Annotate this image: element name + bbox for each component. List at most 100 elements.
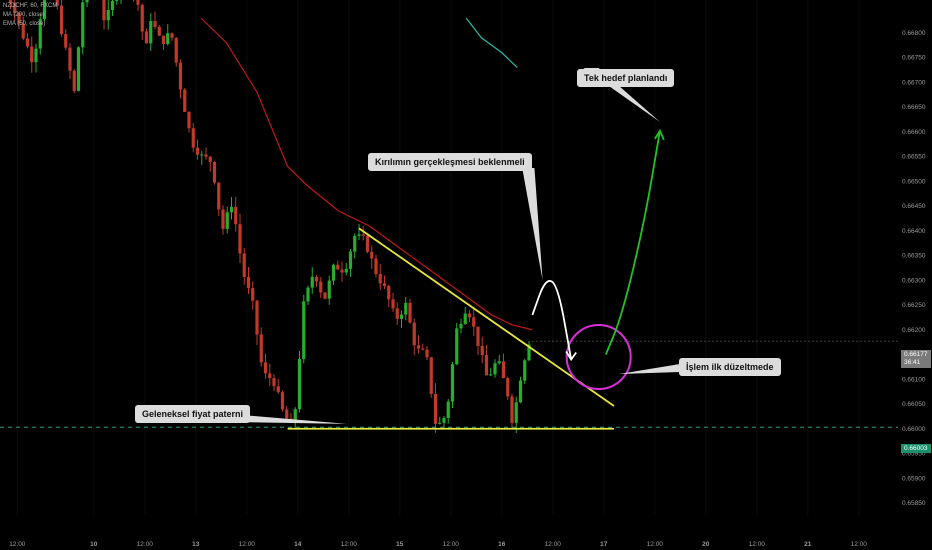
bear-candle bbox=[323, 292, 327, 299]
y-tick-label: 0.66200 bbox=[902, 327, 926, 334]
ma200-line bbox=[200, 17, 533, 331]
bear-candle bbox=[412, 322, 416, 346]
callout-pointer-breakout bbox=[522, 168, 543, 281]
bear-candle bbox=[144, 31, 149, 44]
bear-candle bbox=[238, 224, 242, 254]
candlestick-series bbox=[8, 0, 531, 434]
y-tick-label: 0.65950 bbox=[902, 451, 926, 458]
bear-candle bbox=[433, 393, 438, 424]
annotation-correction: İşlem ilk düzeltmede bbox=[679, 358, 781, 376]
x-tick-label: 15 bbox=[396, 541, 404, 548]
bull-candle bbox=[489, 374, 493, 376]
bull-candle bbox=[302, 301, 306, 359]
bull-candle bbox=[106, 9, 110, 21]
bull-candle bbox=[85, 0, 89, 3]
time-axis[interactable]: 12:00 10 12:00 13 12:00 14 12:00 15 12:00 16 12:00… bbox=[9, 541, 867, 548]
bear-candle bbox=[153, 21, 157, 27]
bull-candle bbox=[527, 344, 531, 361]
bear-candle bbox=[259, 334, 263, 363]
bear-candle bbox=[55, 0, 59, 6]
bear-candle bbox=[263, 362, 268, 374]
y-tick-label: 0.65900 bbox=[902, 475, 926, 482]
bear-candle bbox=[13, 2, 17, 14]
y-tick-label: 0.66350 bbox=[902, 253, 926, 260]
bear-candle bbox=[136, 0, 140, 5]
target-arrow bbox=[605, 130, 661, 355]
x-tick-label: 12:00 bbox=[239, 541, 256, 548]
x-tick-label: 10 bbox=[90, 541, 98, 548]
y-tick-label: 0.66100 bbox=[902, 376, 926, 383]
y-tick-label: 0.66750 bbox=[902, 55, 926, 62]
symbol-label: NZDCHF, 60, FXCM bbox=[3, 3, 58, 9]
bear-candle bbox=[195, 147, 200, 155]
bear-candle bbox=[285, 409, 289, 419]
bull-candle bbox=[518, 380, 523, 403]
x-tick-label: 14 bbox=[294, 541, 302, 548]
x-tick-label: 12:00 bbox=[9, 541, 26, 548]
bull-candle bbox=[463, 313, 467, 324]
bull-candle bbox=[459, 323, 463, 329]
y-tick-label: 0.66300 bbox=[902, 277, 926, 284]
bear-candle bbox=[178, 62, 183, 90]
bull-candle bbox=[38, 19, 42, 49]
bear-candle bbox=[319, 281, 323, 293]
bull-candle bbox=[446, 401, 450, 418]
bear-candle bbox=[340, 269, 344, 273]
bull-candle bbox=[310, 276, 314, 288]
bear-candle bbox=[467, 313, 472, 318]
ma-legend: MA (200, close) bbox=[3, 12, 45, 18]
bull-candle bbox=[523, 360, 527, 381]
bear-candle bbox=[501, 361, 506, 379]
bear-candle bbox=[187, 111, 191, 129]
bull-candle bbox=[348, 251, 353, 269]
bear-candle bbox=[382, 283, 387, 286]
descending-trendline bbox=[358, 227, 615, 407]
x-tick-label: 12:00 bbox=[749, 541, 766, 548]
bear-candle bbox=[476, 326, 480, 346]
bull-candle bbox=[353, 235, 357, 252]
scenario-arrowhead bbox=[565, 351, 577, 362]
bear-candle bbox=[391, 299, 395, 309]
x-tick-label: 20 bbox=[702, 541, 710, 548]
bull-candle bbox=[442, 417, 446, 423]
bear-candle bbox=[221, 209, 225, 229]
bull-candle bbox=[110, 0, 115, 10]
bull-candle bbox=[306, 287, 310, 302]
bull-candle bbox=[115, 0, 119, 1]
bull-candle bbox=[399, 314, 404, 319]
bull-candle bbox=[229, 206, 234, 213]
y-tick-label: 0.66700 bbox=[902, 79, 926, 86]
x-tick-label: 21 bbox=[804, 541, 812, 548]
bear-candle bbox=[140, 4, 144, 32]
scenario-arrow bbox=[531, 280, 573, 360]
y-tick-label: 0.66550 bbox=[902, 154, 926, 161]
bear-candle bbox=[421, 348, 425, 350]
bear-candle bbox=[387, 285, 391, 300]
bull-candle bbox=[297, 358, 302, 410]
bear-candle bbox=[208, 156, 212, 162]
bear-candle bbox=[255, 300, 259, 335]
bull-candle bbox=[331, 264, 336, 281]
bear-candle bbox=[484, 355, 489, 376]
bear-candle bbox=[212, 161, 217, 183]
current-price-label: 0.66177 bbox=[904, 351, 928, 358]
bull-candle bbox=[357, 234, 361, 236]
y-tick-label: 0.66450 bbox=[902, 203, 926, 210]
bear-candle bbox=[472, 317, 476, 327]
bear-candle bbox=[276, 386, 280, 393]
bull-candle bbox=[438, 422, 442, 424]
bull-candle bbox=[293, 409, 297, 421]
bear-candle bbox=[272, 378, 276, 387]
bull-candle bbox=[166, 33, 170, 44]
countdown-label: 36:41 bbox=[904, 359, 921, 366]
indicator-lines bbox=[200, 17, 533, 331]
chart-legend: NZDCHF, 60, FXCM MA (200, close) EMA (50… bbox=[3, 2, 57, 29]
y-tick-label: 0.66650 bbox=[902, 104, 926, 111]
bull-candle bbox=[404, 302, 408, 315]
price-axis[interactable]: 0.66800 0.66750 0.66700 0.66650 0.66600 0.665… bbox=[902, 30, 926, 507]
bull-candle bbox=[493, 363, 497, 375]
bear-candle bbox=[429, 357, 433, 394]
y-tick-label: 0.66600 bbox=[902, 129, 926, 136]
bear-candle bbox=[17, 13, 21, 24]
